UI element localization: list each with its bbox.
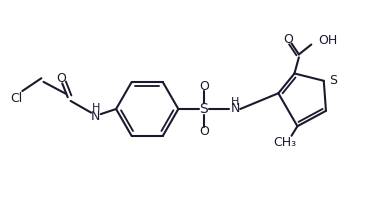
- Text: S: S: [329, 73, 337, 87]
- Text: OH: OH: [318, 34, 337, 47]
- Text: N: N: [230, 102, 240, 116]
- Text: H: H: [231, 97, 239, 107]
- Text: O: O: [56, 72, 66, 85]
- Text: S: S: [200, 102, 208, 116]
- Text: O: O: [199, 80, 209, 93]
- Text: O: O: [199, 125, 209, 138]
- Text: CH₃: CH₃: [274, 136, 297, 149]
- Text: N: N: [91, 110, 100, 123]
- Text: H: H: [91, 103, 100, 113]
- Text: Cl: Cl: [11, 92, 23, 105]
- Text: O: O: [284, 32, 293, 46]
